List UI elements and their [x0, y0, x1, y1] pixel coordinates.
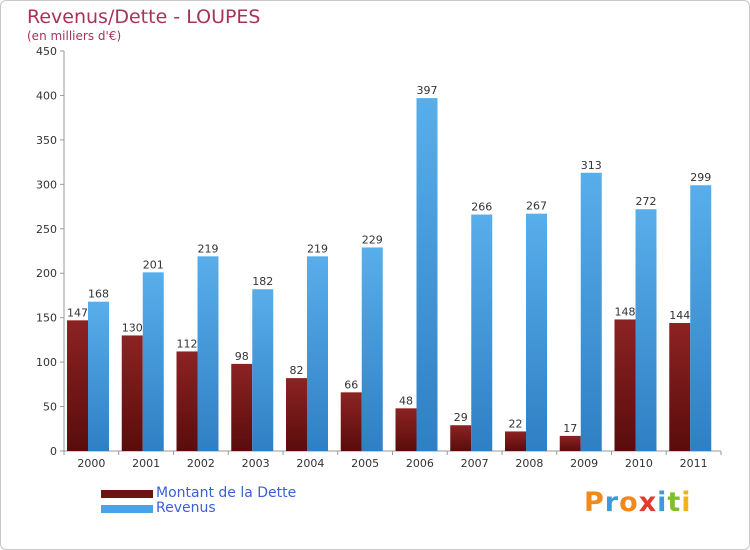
y-tick-label: 50	[43, 401, 57, 414]
data-label-dette: 66	[344, 378, 358, 391]
data-label-dette: 22	[509, 417, 523, 430]
x-tick-label: 2010	[625, 457, 653, 470]
y-tick-label: 150	[36, 312, 57, 325]
y-tick-label: 400	[36, 89, 57, 102]
bar-revenus	[416, 98, 438, 451]
logo-letter: x	[638, 487, 658, 518]
legend-swatch-dette	[101, 490, 153, 498]
x-tick-label: 2001	[132, 457, 160, 470]
data-label-revenus: 229	[362, 233, 383, 246]
logo-letter: o	[619, 487, 639, 518]
logo-letter: t	[667, 487, 682, 518]
data-label-revenus: 182	[252, 275, 273, 288]
bar-revenus	[471, 214, 493, 451]
data-label-dette: 98	[235, 350, 249, 363]
bar-revenus	[580, 172, 602, 451]
bar-dette	[395, 408, 417, 451]
x-tick-label: 2008	[515, 457, 543, 470]
bar-revenus	[88, 301, 109, 451]
bar-revenus	[690, 185, 712, 451]
data-label-revenus: 168	[88, 288, 109, 301]
bar-revenus	[142, 272, 164, 451]
bar-revenus	[197, 256, 219, 451]
chart-bars	[67, 98, 712, 451]
legend-label-dette: Montant de la Dette	[156, 485, 297, 501]
data-label-dette: 82	[290, 364, 304, 377]
bar-revenus	[526, 213, 547, 451]
x-tick-label: 2009	[570, 457, 598, 470]
bar-dette	[340, 392, 362, 451]
chart-axes: 0 50 100 150 200 250 300 350 400 450 2000 2001 2002 2…	[36, 45, 722, 470]
x-tick-label: 2005	[351, 457, 379, 470]
bar-dette	[559, 435, 581, 451]
x-tick-label: 2004	[296, 457, 324, 470]
data-label-revenus: 201	[143, 258, 164, 271]
y-tick-label: 0	[50, 445, 57, 458]
logo-letter: i	[657, 487, 668, 518]
bar-dette	[176, 351, 198, 451]
legend-swatch-revenus	[101, 505, 153, 513]
logo-letter: P	[584, 487, 605, 518]
logo-letter: i	[681, 487, 692, 518]
data-label-revenus: 219	[198, 242, 219, 255]
y-tick-label: 200	[36, 267, 57, 280]
data-label-dette: 144	[669, 309, 690, 322]
y-tick-label: 350	[36, 134, 57, 147]
x-tick-label: 2007	[461, 457, 489, 470]
data-label-revenus: 219	[307, 242, 328, 255]
y-tick-label: 450	[36, 45, 57, 58]
logo-letter: r	[604, 487, 620, 518]
data-label-revenus: 272	[636, 195, 657, 208]
data-label-revenus: 267	[526, 200, 547, 213]
bar-revenus	[252, 289, 274, 451]
y-tick-label: 100	[36, 356, 57, 369]
bar-dette	[286, 378, 307, 451]
data-label-revenus: 313	[581, 159, 602, 172]
data-label-dette: 147	[67, 306, 88, 319]
bar-chart: 0 50 100 150 200 250 300 350 400 450 2000 2001 2002 2…	[36, 45, 722, 470]
proxiti-logo: Proxiti	[584, 487, 692, 518]
x-tick-label: 2003	[242, 457, 270, 470]
x-tick-label: 2002	[187, 457, 215, 470]
bar-dette	[669, 323, 691, 451]
bar-dette	[505, 431, 526, 451]
bar-revenus	[361, 247, 383, 451]
data-label-dette: 29	[454, 411, 468, 424]
chart-title: Revenus/Dette - LOUPES	[27, 6, 261, 28]
bar-revenus	[635, 209, 657, 451]
y-tick-label: 250	[36, 223, 57, 236]
x-tick-label: 2011	[680, 457, 708, 470]
bar-dette	[450, 425, 472, 451]
data-label-revenus: 397	[417, 84, 438, 97]
x-tick-label: 2006	[406, 457, 434, 470]
bar-revenus	[307, 256, 328, 451]
data-label-revenus: 266	[471, 201, 492, 214]
data-label-dette: 148	[615, 305, 636, 318]
data-label-dette: 112	[177, 337, 198, 350]
data-label-dette: 17	[563, 422, 577, 435]
y-tick-label: 300	[36, 178, 57, 191]
data-label-revenus: 299	[690, 171, 711, 184]
data-label-dette: 48	[399, 394, 413, 407]
chart-subtitle: (en milliers d'€)	[27, 29, 122, 43]
legend-label-revenus: Revenus	[156, 500, 216, 516]
bar-dette	[614, 319, 636, 451]
bar-dette	[231, 363, 253, 451]
x-tick-label: 2000	[77, 457, 105, 470]
bar-dette	[121, 335, 143, 451]
bar-dette	[67, 320, 88, 451]
data-label-dette: 130	[122, 321, 143, 334]
